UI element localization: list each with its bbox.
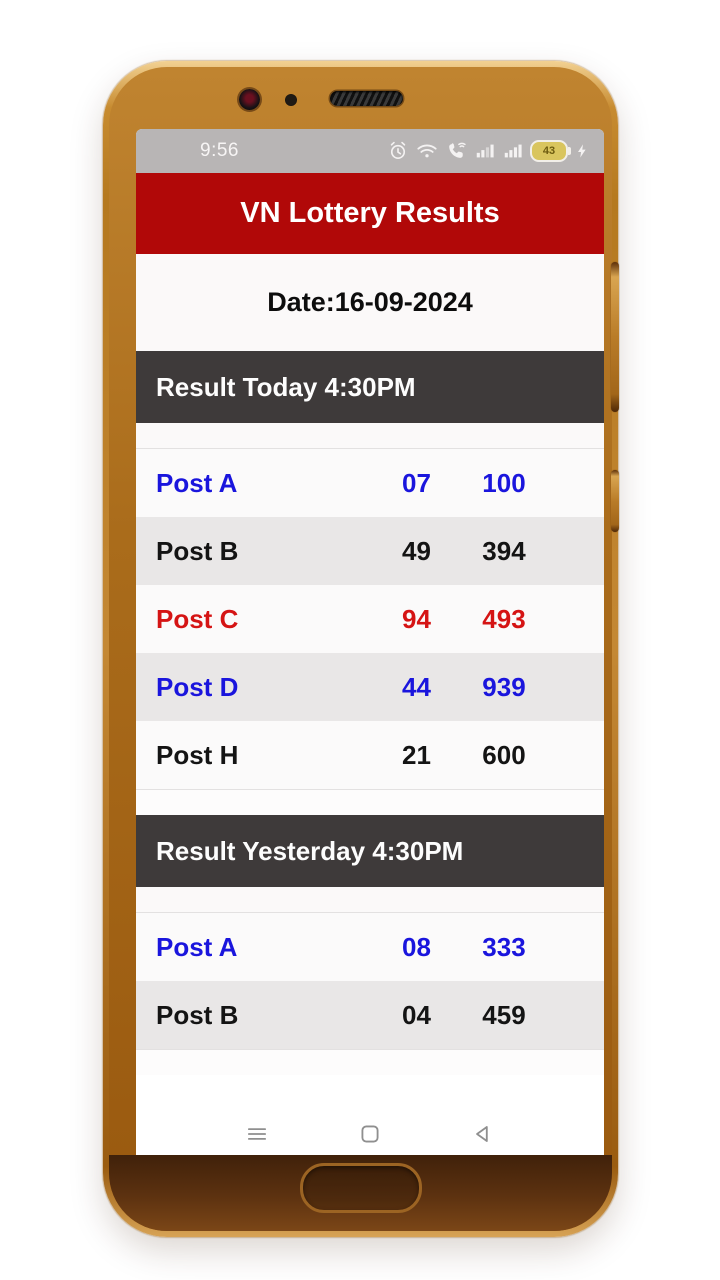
battery-icon: 43 (530, 140, 571, 162)
power-button[interactable] (611, 470, 619, 532)
result-number-3digit: 333 (482, 931, 526, 962)
phone-screen: 9:56 (136, 129, 604, 1161)
clock-time: 9:56 (200, 140, 239, 161)
date-label: Date:16-09-2024 (267, 287, 473, 317)
status-icons: 43 (387, 140, 590, 162)
section-gap (136, 423, 604, 449)
post-label: Post D (156, 671, 239, 702)
post-label: Post C (156, 603, 239, 634)
phone-chin (109, 1155, 612, 1231)
date-bar: Date:16-09-2024 (136, 254, 604, 351)
back-icon[interactable] (470, 1121, 496, 1147)
table-row: Post B 49 394 (136, 517, 604, 585)
result-number-3digit: 100 (482, 467, 526, 498)
results-sections: Result Today 4:30PM Post A 07 100 Post B… (136, 351, 604, 1075)
post-label: Post H (156, 739, 239, 770)
charging-bolt-icon (578, 144, 586, 158)
section-gap (136, 790, 604, 815)
results-section: Result Today 4:30PM Post A 07 100 Post B… (136, 351, 604, 815)
section-header: Result Yesterday 4:30PM (136, 815, 604, 887)
volume-button[interactable] (611, 262, 619, 412)
table-row: Post A 08 333 (136, 913, 604, 981)
signal-icon (504, 144, 522, 158)
result-number-3digit: 493 (482, 603, 526, 634)
phone-bezel: 9:56 (109, 67, 612, 1231)
results-table: Post A 07 100 Post B 49 394 Post C 94 49… (136, 449, 604, 790)
page-title: VN Lottery Results (240, 197, 500, 229)
phone-frame: 9:56 (103, 61, 619, 1237)
result-number-2digit: 04 (402, 999, 431, 1030)
result-number-2digit: 07 (402, 467, 431, 498)
section-gap (136, 887, 604, 913)
result-number-2digit: 08 (402, 931, 431, 962)
table-row: Post H 21 600 (136, 721, 604, 789)
wifi-icon (417, 144, 437, 158)
wifi-calling-icon (449, 142, 466, 158)
alarm-icon (390, 141, 406, 159)
android-nav-bar (136, 1106, 604, 1161)
table-row: Post D 44 939 (136, 653, 604, 721)
status-bar: 9:56 (136, 129, 604, 173)
table-row: Post C 94 493 (136, 585, 604, 653)
section-header: Result Today 4:30PM (136, 351, 604, 423)
section-gap (136, 1050, 604, 1075)
table-row: Post A 07 100 (136, 449, 604, 517)
fingerprint-home-button[interactable] (299, 1163, 422, 1213)
result-number-3digit: 394 (482, 535, 526, 566)
home-icon[interactable] (357, 1121, 383, 1147)
earpiece-speaker-icon (330, 91, 403, 106)
results-table: Post A 08 333 Post B 04 459 (136, 913, 604, 1050)
result-number-3digit: 600 (482, 739, 526, 770)
table-row: Post B 04 459 (136, 981, 604, 1049)
post-label: Post A (156, 931, 238, 962)
post-label: Post B (156, 535, 239, 566)
signal-icon (476, 144, 494, 158)
result-number-2digit: 21 (402, 739, 431, 770)
result-number-2digit: 94 (402, 603, 431, 634)
results-section: Result Yesterday 4:30PM Post A 08 333 Po… (136, 815, 604, 1075)
screen-filler (136, 1075, 604, 1106)
result-number-3digit: 939 (482, 671, 526, 702)
post-label: Post B (156, 999, 239, 1030)
front-camera-icon (239, 89, 260, 110)
result-number-3digit: 459 (482, 999, 526, 1030)
result-number-2digit: 44 (402, 671, 431, 702)
battery-percentage: 43 (542, 145, 556, 157)
result-number-2digit: 49 (402, 535, 431, 566)
menu-icon[interactable] (244, 1121, 270, 1147)
post-label: Post A (156, 467, 238, 498)
app-title-bar: VN Lottery Results (136, 173, 604, 254)
proximity-sensor-icon (285, 94, 297, 106)
